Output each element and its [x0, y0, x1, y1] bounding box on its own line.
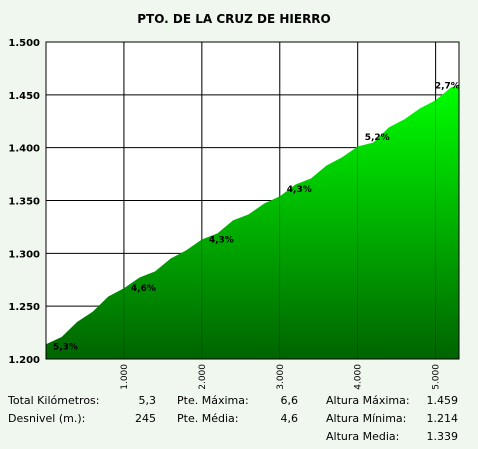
x-tick-label: 3.000 — [276, 364, 286, 390]
grid-lines-over — [123, 42, 436, 359]
plot-border — [45, 41, 460, 360]
alt-max-value: 1.459 — [426, 394, 459, 407]
pte-media-label: Pte. Média: — [177, 412, 239, 425]
segment-gradient-label: 5,2% — [365, 133, 390, 143]
x-tick-label: 5.000 — [432, 364, 442, 390]
alt-min-label: Altura Mínima: — [326, 412, 407, 425]
chart-title: PTO. DE LA CRUZ DE HIERRO — [137, 12, 331, 26]
segment-gradient-label: 5,3% — [53, 342, 78, 352]
alt-media-value: 1.339 — [426, 430, 459, 443]
pte-max-value: 6,6 — [280, 394, 299, 407]
y-tick-label: 1.300 — [8, 249, 40, 260]
x-tick-label: 4.000 — [354, 364, 364, 390]
y-tick-label: 1.500 — [8, 38, 40, 49]
pte-media-value: 4,6 — [280, 412, 299, 425]
desnivel-label: Desnivel (m.): — [8, 412, 86, 425]
pte-max-label: Pte. Máxima: — [177, 394, 249, 407]
alt-media-label: Altura Media: — [326, 430, 400, 443]
elevation-chart: PTO. DE LA CRUZ DE HIERRO 1.200 1.250 1.30… — [8, 12, 460, 390]
elevation-profile-area — [46, 85, 459, 360]
segment-gradient-label: 4,6% — [131, 284, 156, 294]
x-tick-label: 2.000 — [198, 364, 208, 390]
y-tick-label: 1.350 — [8, 197, 40, 208]
y-tick-label: 1.250 — [8, 302, 40, 313]
y-tick-label: 1.400 — [8, 144, 40, 155]
alt-min-value: 1.214 — [426, 412, 459, 425]
total-km-value: 5,3 — [138, 394, 157, 407]
alt-max-label: Altura Máxima: — [326, 394, 410, 407]
y-tick-label: 1.200 — [8, 355, 40, 366]
segment-labels: 5,3% 4,6% 4,3% 4,3% 5,2% 2,7% — [53, 81, 460, 352]
segment-gradient-label: 4,3% — [287, 185, 312, 195]
y-axis-ticks: 1.200 1.250 1.300 1.350 1.400 1.450 1.500 — [8, 38, 40, 366]
x-tick-label: 1.000 — [120, 364, 130, 390]
segment-gradient-label: 4,3% — [209, 236, 234, 246]
y-tick-label: 1.450 — [8, 91, 40, 102]
total-km-label: Total Kilómetros: — [8, 394, 100, 407]
segment-gradient-label: 2,7% — [435, 81, 460, 91]
x-axis-ticks: 1.000 2.000 3.000 4.000 5.000 — [120, 364, 442, 390]
desnivel-value: 245 — [135, 412, 156, 425]
